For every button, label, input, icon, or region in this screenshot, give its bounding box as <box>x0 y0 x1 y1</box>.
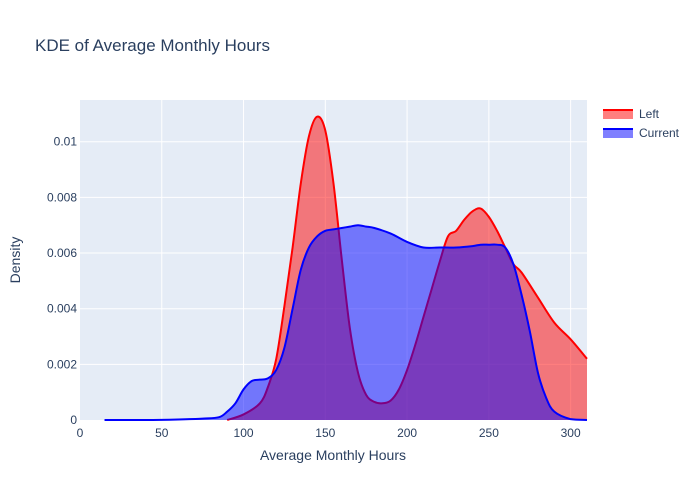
x-tick-label: 250 <box>479 426 499 440</box>
x-tick-label: 300 <box>561 426 581 440</box>
x-tick-label: 50 <box>155 426 169 440</box>
legend-swatch <box>603 128 633 138</box>
y-tick-label: 0.002 <box>47 357 77 371</box>
x-tick-label: 150 <box>315 426 335 440</box>
legend-item-left[interactable]: Left <box>603 107 660 121</box>
series-layer <box>104 115 588 422</box>
y-tick-label: 0.004 <box>47 302 77 316</box>
legend-swatch <box>603 109 633 119</box>
x-tick-label: 0 <box>77 426 84 440</box>
series-area-current <box>104 225 587 420</box>
legend-label: Current <box>639 126 680 140</box>
x-axis-label: Average Monthly Hours <box>260 447 406 463</box>
series-line-current <box>104 224 588 422</box>
y-tick-label: 0 <box>70 413 77 427</box>
y-tick-label: 0.006 <box>47 246 77 260</box>
legend-label: Left <box>639 107 660 121</box>
chart-title: KDE of Average Monthly Hours <box>35 36 270 55</box>
x-tick-label: 100 <box>234 426 254 440</box>
y-tick-label: 0.008 <box>47 190 77 204</box>
y-tick-label: 0.01 <box>54 135 78 149</box>
y-axis-label: Density <box>7 237 23 284</box>
tick-labels: 0 50 100 150 200 250 300 0 0.002 0.004 0.006 0.008 0… <box>47 135 581 440</box>
legend-item-current[interactable]: Current <box>603 126 680 140</box>
legend[interactable]: Left Current <box>603 107 680 140</box>
x-tick-label: 200 <box>397 426 417 440</box>
